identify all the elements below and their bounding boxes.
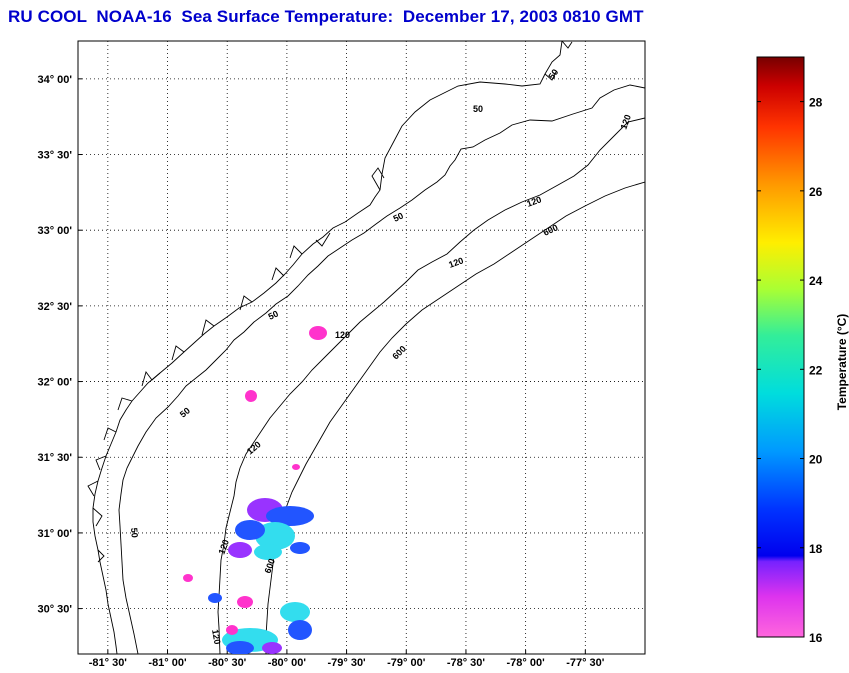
lat-tick-label: 34° 00'	[37, 74, 72, 86]
lat-tick-label: 30° 30'	[37, 604, 72, 616]
contour-label: 50	[473, 104, 483, 114]
contour-label: 120	[618, 113, 633, 131]
map-frame	[77, 40, 646, 655]
contour-label: 600	[262, 557, 277, 575]
lat-tick-label: 32° 00'	[37, 377, 72, 389]
lon-tick-label: -79° 00'	[387, 657, 426, 669]
colorbar-tick-label: 20	[809, 453, 823, 467]
estuaries	[87, 41, 573, 563]
lon-tick-label: -79° 30'	[327, 657, 366, 669]
lon-tick-label: -78° 30'	[447, 657, 486, 669]
contour-label: 50	[129, 527, 140, 538]
contour-label: 120	[525, 194, 543, 209]
lat-tick-label: 33° 30'	[37, 150, 72, 162]
colorbar-gradient	[756, 56, 805, 638]
contour-label: 50	[267, 309, 280, 322]
isobath-50	[118, 84, 645, 654]
lon-tick-label: -77° 30'	[566, 657, 605, 669]
colorbar-label: Temperature (°C)	[835, 314, 849, 411]
contour-label: 120	[335, 330, 350, 340]
contour-label: 120	[447, 255, 465, 270]
lat-tick-label: 31° 30'	[37, 452, 72, 464]
contour-label: 50	[178, 405, 192, 419]
colorbar: 16 18 20 22 24 26 28 Temperature (°C)	[756, 56, 849, 645]
contour-label: 120	[216, 538, 231, 556]
lon-tick-label: -80° 30'	[208, 657, 247, 669]
colorbar-ticks: 16 18 20 22 24 26 28	[757, 96, 823, 645]
lon-tick-label: -81° 00'	[148, 657, 187, 669]
lon-tick-label: -78° 00'	[507, 657, 546, 669]
coastline	[92, 41, 563, 654]
lat-tick-label: 31° 00'	[37, 528, 72, 540]
lat-tick-label: 33° 00'	[37, 225, 72, 237]
colorbar-tick-label: 22	[809, 363, 823, 377]
isobath-120	[217, 117, 645, 654]
colorbar-tick-label: 16	[809, 631, 823, 645]
latitude-axis: 34° 00' 33° 30' 33° 00' 32° 30' 32° 00' 31° 3…	[37, 74, 82, 616]
longitude-axis: -81° 30' -81° 00' -80° 30' -80° 00' -79° 30'…	[89, 650, 605, 669]
contour-label: 120	[210, 629, 222, 646]
colorbar-tick-label: 28	[809, 96, 823, 110]
colorbar-tick-label: 26	[809, 185, 823, 199]
lon-tick-label: -81° 30'	[89, 657, 128, 669]
lat-tick-label: 32° 30'	[37, 301, 72, 313]
lon-tick-label: -80° 00'	[268, 657, 307, 669]
map-title: RU COOL NOAA-16 Sea Surface Temperature:…	[8, 7, 644, 26]
colorbar-tick-label: 24	[809, 274, 823, 288]
contour-label: 50	[392, 211, 405, 224]
colorbar-tick-label: 18	[809, 542, 823, 556]
sst-patches	[183, 326, 327, 654]
contour-label: 50	[546, 67, 560, 81]
contour-labels: 50 50 50 50 50 50 120 120 120 120 120 12…	[129, 67, 633, 645]
